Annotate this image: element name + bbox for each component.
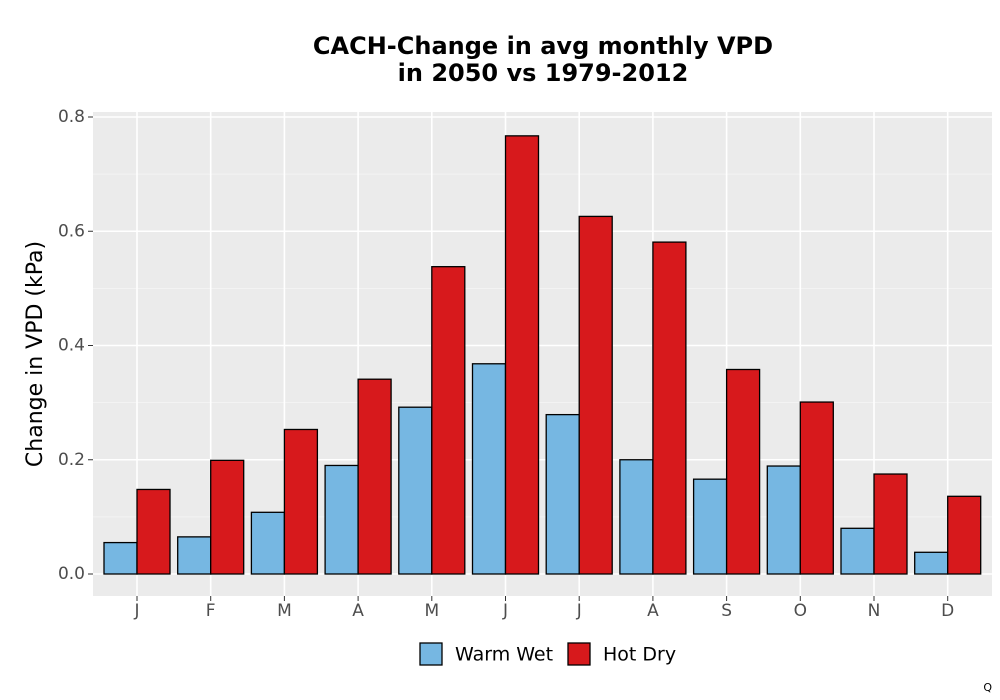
bar-hot-dry bbox=[136, 488, 171, 575]
bar-warm-wet bbox=[177, 536, 212, 575]
bar-hot-dry bbox=[578, 215, 613, 575]
y-tick-label: 0.4 bbox=[58, 336, 85, 356]
x-tick-label: F bbox=[206, 601, 216, 621]
bar-hot-dry bbox=[873, 473, 908, 575]
bar-warm-wet bbox=[766, 465, 801, 575]
x-tick-label: J bbox=[576, 601, 582, 621]
chart-title: CACH-Change in avg monthly VPD bbox=[312, 32, 774, 60]
bar-hot-dry bbox=[357, 378, 392, 575]
legend-label: Warm Wet bbox=[455, 644, 553, 666]
bar-warm-wet bbox=[103, 541, 138, 575]
x-tick-label: J bbox=[133, 601, 139, 621]
y-tick-label: 0.6 bbox=[58, 221, 85, 241]
x-tick-label: M bbox=[424, 601, 439, 621]
bar-warm-wet bbox=[619, 459, 654, 575]
legend-label: Hot Dry bbox=[603, 644, 676, 666]
bar-hot-dry bbox=[504, 135, 540, 575]
chart-subtitle: in 2050 vs 1979-2012 bbox=[397, 59, 689, 87]
legend-key-hot-dry bbox=[567, 642, 591, 666]
bar-hot-dry bbox=[283, 428, 319, 575]
y-tick-label: 0.8 bbox=[58, 107, 85, 127]
bar-hot-dry bbox=[799, 401, 834, 575]
bar-hot-dry bbox=[725, 368, 761, 575]
y-axis-title: Change in VPD (kPa) bbox=[23, 241, 48, 467]
x-tick-label: M bbox=[277, 601, 292, 621]
x-tick-label: J bbox=[502, 601, 508, 621]
y-tick-label: 0.2 bbox=[58, 450, 85, 470]
bar-warm-wet bbox=[840, 527, 875, 575]
bar-warm-wet bbox=[324, 464, 359, 575]
bar-warm-wet bbox=[250, 511, 286, 575]
x-tick-label: A bbox=[647, 601, 659, 621]
x-tick-label: O bbox=[794, 601, 807, 621]
bar-warm-wet bbox=[545, 413, 580, 575]
bar-warm-wet bbox=[398, 406, 433, 575]
bar-warm-wet bbox=[914, 551, 949, 575]
x-tick-label: N bbox=[868, 601, 881, 621]
bar-hot-dry bbox=[652, 241, 687, 575]
bar-hot-dry bbox=[210, 459, 245, 575]
bar-warm-wet bbox=[471, 363, 507, 575]
legend-key-warm-wet bbox=[419, 642, 443, 666]
corner-mark: Q bbox=[983, 681, 992, 694]
y-tick-label: 0.0 bbox=[58, 564, 85, 584]
bar-hot-dry bbox=[431, 266, 466, 575]
x-tick-label: A bbox=[352, 601, 364, 621]
x-tick-label: S bbox=[721, 601, 732, 621]
x-tick-label: D bbox=[941, 601, 954, 621]
bar-warm-wet bbox=[692, 478, 728, 575]
bar-hot-dry bbox=[947, 495, 982, 575]
